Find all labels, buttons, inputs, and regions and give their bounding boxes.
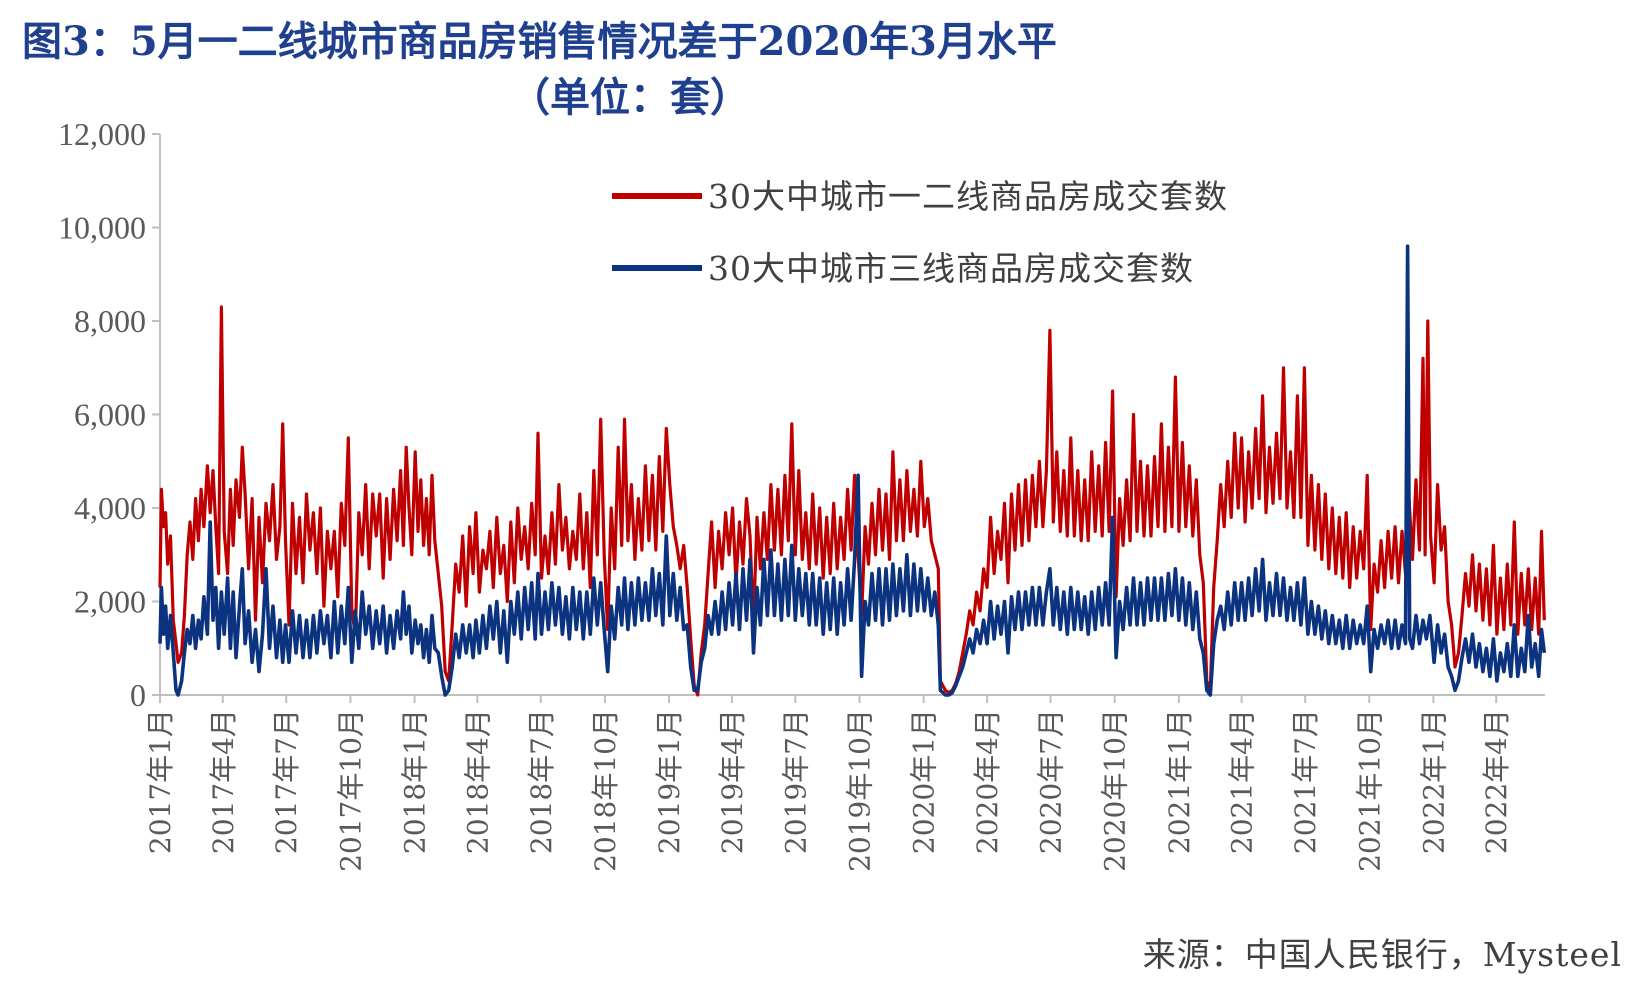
- legend-label-1: 30大中城市一二线商品房成交套数: [708, 177, 1228, 216]
- x-tick-label: 2018年1月: [399, 709, 432, 854]
- y-tick-label: 8,000: [74, 303, 146, 339]
- chart-subtitle: （单位：套）: [510, 74, 750, 121]
- x-tick-label: 2019年10月: [843, 709, 876, 872]
- x-tick-label: 2020年4月: [971, 709, 1004, 854]
- x-tick-label: 2018年4月: [461, 709, 494, 854]
- series-layer: [158, 244, 1547, 697]
- x-tick-label: 2017年1月: [144, 709, 177, 854]
- x-tick-label: 2021年1月: [1163, 709, 1196, 854]
- y-tick-label: 6,000: [74, 397, 146, 433]
- y-tick-label: 10,000: [58, 210, 146, 246]
- chart-title-block: 图3：5月一二线城市商品房销售情况差于2020年3月水平 （单位：套）: [22, 14, 1322, 126]
- x-tick-label: 2020年10月: [1099, 709, 1132, 872]
- legend: 30大中城市一二线商品房成交套数 30大中城市三线商品房成交套数: [612, 177, 1228, 288]
- legend-label-2: 30大中城市三线商品房成交套数: [708, 249, 1194, 288]
- x-tick-label: 2018年7月: [525, 709, 558, 854]
- x-tick-label: 2020年7月: [1035, 709, 1068, 854]
- source-note: 来源：中国人民银行，Mysteel: [1142, 935, 1622, 974]
- x-tick-label: 2021年10月: [1353, 709, 1386, 872]
- y-tick-label: 4,000: [74, 490, 146, 526]
- x-tick-label: 2019年1月: [653, 709, 686, 854]
- series-line-2: [158, 244, 1547, 697]
- chart-title: 图3：5月一二线城市商品房销售情况差于2020年3月水平: [22, 18, 1057, 65]
- x-tick-label: 2017年4月: [207, 709, 240, 854]
- x-tick-label: 2019年7月: [779, 709, 812, 854]
- x-tick-label: 2020年1月: [908, 709, 941, 854]
- y-tick-label: 0: [130, 677, 146, 713]
- x-tick-label: 2017年10月: [334, 709, 367, 872]
- x-tick-label: 2021年4月: [1226, 709, 1259, 854]
- x-tick-label: 2022年4月: [1480, 709, 1513, 854]
- series-line-1: [158, 305, 1546, 697]
- x-tick-label: 2017年7月: [270, 709, 303, 854]
- y-tick-label: 2,000: [74, 584, 146, 620]
- x-tick-label: 2022年1月: [1417, 709, 1450, 854]
- x-tick-label: 2019年4月: [716, 709, 749, 854]
- x-axis: 2017年1月 2017年4月 2017年7月 2017年10月 2018年1月 2018…: [144, 694, 1545, 872]
- x-tick-label: 2018年10月: [589, 709, 622, 872]
- y-tick-label: 12,000: [58, 116, 146, 152]
- x-tick-label: 2021年7月: [1289, 709, 1322, 854]
- y-axis: 12,000 10,000 8,000 6,000 4,000 2,000 0: [58, 116, 161, 713]
